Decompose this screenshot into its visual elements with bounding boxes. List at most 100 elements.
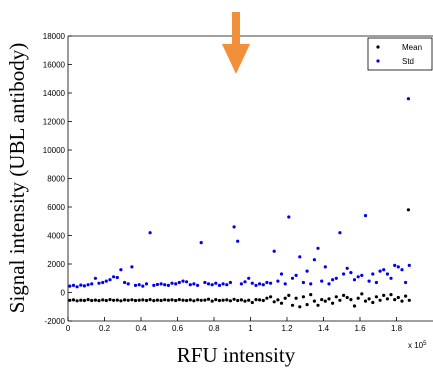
data-point-mean: [301, 295, 305, 299]
data-point-mean: [389, 293, 393, 297]
data-point-std: [334, 276, 338, 280]
data-point-std: [82, 284, 86, 288]
data-point-std: [155, 282, 159, 287]
data-point-std: [247, 276, 251, 280]
y-tick-label: 14000: [43, 89, 66, 98]
data-point-std: [174, 282, 178, 286]
data-point-mean: [287, 293, 291, 297]
data-point-mean: [382, 293, 386, 297]
data-point-std: [265, 280, 269, 285]
data-point-mean: [352, 304, 357, 308]
data-point-mean: [155, 298, 159, 302]
data-point-std: [185, 280, 189, 284]
data-point-mean: [363, 299, 368, 303]
data-point-std: [294, 273, 298, 277]
data-point-std: [327, 282, 331, 286]
data-point-std: [203, 280, 207, 285]
data-point-std: [126, 282, 130, 286]
data-point-mean: [148, 298, 152, 302]
data-point-std: [349, 271, 353, 275]
data-point-std: [217, 283, 222, 287]
y-tick-label: 18000: [43, 32, 66, 41]
data-point-std: [181, 279, 185, 283]
x-tick-label: 0.8: [208, 324, 220, 333]
data-point-mean: [141, 298, 145, 302]
x-tick-label: 0.4: [135, 324, 147, 333]
data-point-mean: [79, 298, 83, 302]
data-point-mean: [93, 298, 97, 302]
legend-marker-std: [376, 59, 380, 63]
data-point-std: [396, 265, 400, 269]
y-tick-label: 4000: [47, 232, 65, 241]
data-point-std: [407, 263, 411, 267]
data-point-mean: [196, 298, 200, 302]
data-point-mean: [349, 298, 353, 302]
data-point-mean: [75, 299, 79, 303]
data-point-std: [101, 280, 105, 285]
data-point-mean: [225, 298, 229, 302]
data-point-std: [276, 279, 280, 283]
data-point-std: [389, 276, 393, 280]
data-point-std: [108, 278, 112, 282]
data-point-mean: [188, 298, 192, 302]
data-point-mean: [137, 298, 141, 302]
data-point-std: [71, 283, 76, 287]
data-point-mean: [221, 298, 225, 302]
legend-label-mean: Mean: [402, 43, 422, 52]
data-point-mean: [130, 298, 134, 302]
data-point-mean: [86, 298, 90, 302]
data-point-std: [243, 280, 247, 284]
data-point-std: [363, 214, 368, 218]
data-point-mean: [101, 298, 105, 302]
x-tick-label: 1.2: [281, 324, 293, 333]
data-point-std: [385, 272, 389, 276]
data-point-std: [309, 282, 313, 286]
series-std: [68, 97, 411, 289]
data-point-mean: [166, 298, 170, 302]
data-point-std: [232, 225, 236, 229]
data-point-mean: [163, 298, 167, 302]
data-point-std: [269, 281, 273, 285]
data-point-mean: [239, 298, 243, 302]
data-point-std: [97, 281, 101, 285]
data-point-std: [123, 280, 127, 285]
data-point-std: [254, 283, 258, 287]
data-point-std: [86, 283, 90, 287]
data-point-mean: [316, 303, 320, 307]
data-point-mean: [254, 298, 258, 302]
data-point-mean: [247, 298, 251, 302]
data-point-mean: [338, 298, 342, 302]
data-point-mean: [181, 298, 185, 302]
y-tick-label: 2000: [47, 260, 65, 269]
data-point-std: [68, 284, 72, 288]
data-point-mean: [356, 296, 360, 300]
data-point-std: [367, 279, 371, 283]
data-point-mean: [68, 298, 72, 302]
data-point-std: [342, 272, 346, 276]
legend-label-std: Std: [402, 57, 414, 66]
data-point-std: [206, 282, 211, 286]
data-point-mean: [236, 298, 240, 303]
data-point-std: [192, 282, 196, 286]
plot-area: [67, 35, 433, 322]
data-point-mean: [309, 293, 313, 297]
data-point-std: [90, 282, 94, 286]
legend-marker-mean: [376, 45, 380, 49]
data-point-std: [79, 283, 83, 287]
data-point-mean: [345, 295, 349, 300]
data-point-mean: [407, 298, 411, 302]
data-point-mean: [115, 298, 119, 302]
data-point-std: [290, 276, 295, 280]
data-point-std: [130, 265, 134, 269]
data-point-mean: [290, 303, 295, 307]
data-point-mean: [342, 293, 346, 297]
data-point-mean: [385, 297, 389, 301]
x-tick-label: 0.2: [99, 324, 111, 333]
data-point-std: [196, 283, 200, 287]
data-point-mean: [119, 299, 123, 303]
data-point-mean: [97, 299, 101, 303]
data-point-std: [159, 282, 163, 286]
data-point-mean: [265, 296, 269, 300]
data-point-mean: [331, 301, 335, 305]
